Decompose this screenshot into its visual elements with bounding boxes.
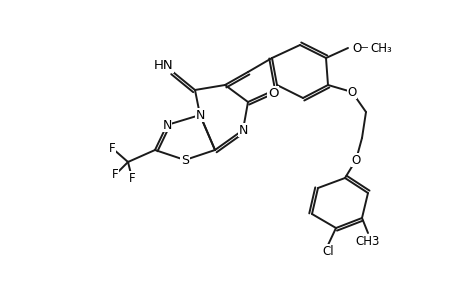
Text: N: N — [162, 118, 171, 131]
Text: S: S — [180, 154, 189, 166]
Text: N: N — [238, 124, 247, 136]
Text: F: F — [129, 172, 135, 184]
Text: O: O — [351, 154, 360, 166]
Text: F: F — [112, 169, 118, 182]
Text: O: O — [268, 86, 278, 100]
Text: O: O — [351, 41, 360, 55]
Text: F: F — [108, 142, 115, 154]
Text: N: N — [195, 109, 204, 122]
Text: O: O — [347, 85, 356, 98]
Text: HN: HN — [153, 59, 173, 72]
Text: CH3: CH3 — [355, 235, 379, 248]
Text: CH₃: CH₃ — [356, 235, 378, 248]
Text: Cl: Cl — [321, 245, 333, 258]
Text: CH₃: CH₃ — [369, 41, 391, 55]
Text: —: — — [359, 44, 367, 52]
